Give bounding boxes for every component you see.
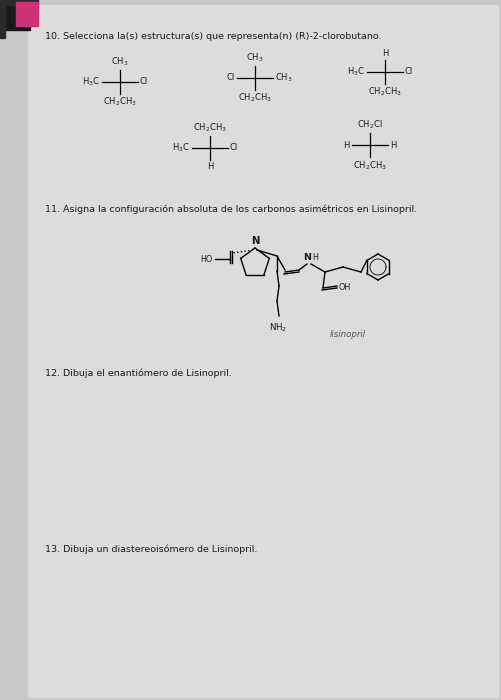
Text: H: H — [390, 141, 396, 150]
Text: H$_3$C: H$_3$C — [82, 76, 100, 88]
Text: CH$_3$: CH$_3$ — [111, 55, 129, 68]
Text: CH$_2$CH$_3$: CH$_2$CH$_3$ — [368, 86, 402, 99]
Bar — [0, 0, 30, 30]
Text: H: H — [382, 49, 388, 58]
Bar — [0, 0, 5, 38]
Bar — [0, 0, 38, 5]
Text: HO: HO — [201, 255, 213, 263]
Text: lisinopril: lisinopril — [330, 330, 366, 339]
Text: N: N — [251, 236, 259, 246]
Text: Cl: Cl — [140, 78, 148, 87]
Text: CH$_2$CH$_3$: CH$_2$CH$_3$ — [193, 122, 227, 134]
Text: CH$_2$Cl: CH$_2$Cl — [357, 118, 383, 131]
Text: CH$_3$: CH$_3$ — [246, 52, 264, 64]
Text: CH$_2$CH$_3$: CH$_2$CH$_3$ — [238, 92, 272, 104]
Text: H$_3$C: H$_3$C — [347, 66, 365, 78]
Text: CH$_3$: CH$_3$ — [275, 72, 293, 84]
Text: 10. Selecciona la(s) estructura(s) que representa(n) (R)-2-clorobutano.: 10. Selecciona la(s) estructura(s) que r… — [45, 32, 381, 41]
Text: Cl: Cl — [230, 144, 238, 153]
Text: H: H — [344, 141, 350, 150]
Text: OH: OH — [339, 284, 351, 293]
Text: 12. Dibuja el enantiómero de Lisinopril.: 12. Dibuja el enantiómero de Lisinopril. — [45, 368, 232, 377]
Text: CH$_2$CH$_3$: CH$_2$CH$_3$ — [103, 96, 137, 108]
Text: H: H — [207, 162, 213, 171]
Text: N: N — [303, 253, 311, 262]
Text: Cl: Cl — [227, 74, 235, 83]
Text: H: H — [312, 253, 318, 262]
Text: H$_3$C: H$_3$C — [172, 141, 190, 154]
Text: CH$_2$CH$_3$: CH$_2$CH$_3$ — [353, 159, 387, 172]
Text: NH$_2$: NH$_2$ — [269, 322, 287, 335]
Text: 13. Dibuja un diastereoisómero de Lisinopril.: 13. Dibuja un diastereoisómero de Lisino… — [45, 545, 258, 554]
Text: 11. Asigna la configuración absoluta de los carbonos asimétricos en Lisinopril.: 11. Asigna la configuración absoluta de … — [45, 205, 417, 214]
Bar — [16, 2, 38, 26]
Text: Cl: Cl — [405, 67, 413, 76]
